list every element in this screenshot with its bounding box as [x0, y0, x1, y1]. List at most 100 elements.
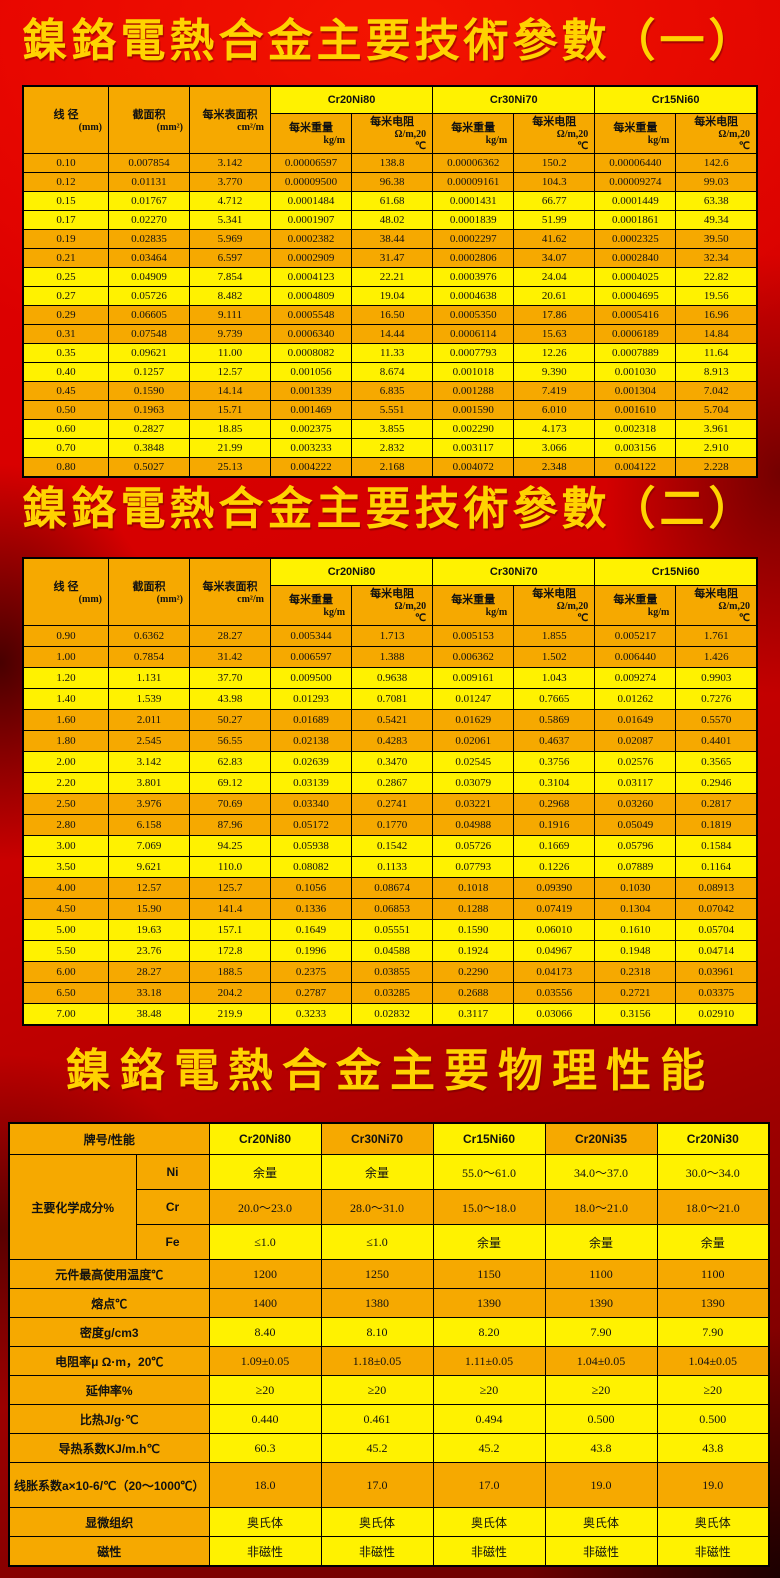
param-cell: 0.05172 — [269, 814, 353, 836]
phys-header-cr20ni30: Cr20Ni30 — [656, 1122, 770, 1155]
param-cell: 56.55 — [189, 730, 271, 752]
param-cell: 1.043 — [513, 667, 596, 689]
param-cell: 16.50 — [351, 305, 434, 325]
header-alloy-cr20ni80: Cr20Ni80 — [269, 85, 434, 114]
param-cell: 0.0002806 — [432, 248, 515, 268]
phys-value-cell: 8.40 — [208, 1317, 322, 1347]
param-row: 0.21 0.03464 6.597 0.0002909 31.47 0.0002806 3… — [22, 248, 758, 268]
param-cell: 0.0001431 — [432, 191, 515, 211]
param-cell: 16.96 — [675, 305, 758, 325]
param-cell: 0.009274 — [594, 667, 677, 689]
phys-value-cell: 奥氏体 — [544, 1507, 658, 1537]
physical-table-body: 主要化学成分% Ni 余量 余量 55.0～61.0 34.0～37.0 30.0～34.0… — [8, 1154, 770, 1567]
param-cell: 0.25 — [22, 267, 109, 287]
param-cell: 37.70 — [189, 667, 271, 689]
param-cell: 0.31 — [22, 324, 109, 344]
param-cell: 0.3756 — [513, 751, 596, 773]
phys-row: 电阻率μ Ω·m，20℃ 1.09±0.05 1.18±0.05 1.11±0.05 1… — [8, 1346, 770, 1376]
phys-value-cell: 1.18±0.05 — [320, 1346, 434, 1376]
resistance-label: 每米电阻 — [694, 116, 739, 128]
param-cell: 0.1018 — [432, 877, 515, 899]
param-cell: 0.04909 — [108, 267, 190, 287]
param-cell: 0.03079 — [432, 772, 515, 794]
param-cell: 0.1288 — [432, 898, 515, 920]
param-cell: 49.34 — [675, 210, 758, 230]
param-cell: 0.01293 — [269, 688, 353, 710]
param-cell: 0.2946 — [675, 772, 758, 794]
param-cell: 1.60 — [22, 709, 109, 731]
param-cell: 0.17 — [22, 210, 109, 230]
param-cell: 3.961 — [675, 419, 758, 439]
header-weight: 每米重量 kg/m — [432, 585, 515, 626]
param-cell: 0.2741 — [351, 793, 434, 815]
param-cell: 6.597 — [189, 248, 271, 268]
param-cell: 4.712 — [189, 191, 271, 211]
param-cell: 19.04 — [351, 286, 434, 306]
phys-value-cell: 1100 — [656, 1259, 770, 1289]
param-cell: 7.069 — [108, 835, 190, 857]
header-alloy-cr15ni60: Cr15Ni60 — [594, 85, 758, 114]
param-cell: 0.3470 — [351, 751, 434, 773]
param-cell: 0.0005350 — [432, 305, 515, 325]
param-cell: 0.5027 — [108, 457, 190, 478]
phys-value-cell: ≥20 — [208, 1375, 322, 1405]
param-cell: 0.0008082 — [269, 343, 353, 363]
param-cell: 0.15 — [22, 191, 109, 211]
param-cell: 48.02 — [351, 210, 434, 230]
param-cell: 87.96 — [189, 814, 271, 836]
param-cell: 0.04173 — [513, 961, 596, 983]
chem-element-label: Ni — [135, 1154, 210, 1190]
phys-value-cell: 1.04±0.05 — [544, 1346, 658, 1376]
param-cell: 8.913 — [675, 362, 758, 382]
param-cell: 70.69 — [189, 793, 271, 815]
param-cell: 38.44 — [351, 229, 434, 249]
param-cell: 12.57 — [189, 362, 271, 382]
weight-unit: kg/m — [323, 607, 346, 618]
phys-value-cell: ≥20 — [320, 1375, 434, 1405]
param-cell: 0.003156 — [594, 438, 677, 458]
param-cell: 0.1963 — [108, 400, 190, 420]
phys-row: 元件最高使用温度℃ 1200 1250 1150 1100 1100 — [8, 1259, 770, 1289]
param-cell: 0.07793 — [432, 856, 515, 878]
param-cell: 0.004122 — [594, 457, 677, 478]
param-cell: 172.8 — [189, 940, 271, 962]
header-diameter: 线 径 (mm) — [22, 85, 109, 154]
param-cell: 0.009500 — [269, 667, 353, 689]
param-cell: 0.03117 — [594, 772, 677, 794]
param-row: 0.45 0.1590 14.14 0.001339 6.835 0.001288 7.41… — [22, 381, 758, 401]
param-cell: 1.539 — [108, 688, 190, 710]
param-cell: 0.1649 — [269, 919, 353, 941]
param-cell: 0.1336 — [269, 898, 353, 920]
param-cell: 0.0004809 — [269, 286, 353, 306]
param-cell: 0.04967 — [513, 940, 596, 962]
param-cell: 150.2 — [513, 153, 596, 173]
phys-value-cell: 非磁性 — [432, 1536, 546, 1567]
param-cell: 0.005344 — [269, 625, 353, 647]
param-cell: 0.002375 — [269, 419, 353, 439]
param-cell: 0.3104 — [513, 772, 596, 794]
param-cell: 0.02061 — [432, 730, 515, 752]
param-cell: 0.03285 — [351, 982, 434, 1004]
param-cell: 0.5421 — [351, 709, 434, 731]
phys-value-cell: 43.8 — [544, 1433, 658, 1463]
weight-unit: kg/m — [647, 607, 670, 618]
phys-row: 主要化学成分% Ni 余量 余量 55.0～61.0 34.0～37.0 30.0～34.0 — [8, 1154, 770, 1260]
param-cell: 141.4 — [189, 898, 271, 920]
phys-value-cell: 1150 — [432, 1259, 546, 1289]
param-cell: 7.042 — [675, 381, 758, 401]
weight-unit: kg/m — [323, 135, 346, 146]
phys-value-cell: 15.0～18.0 — [432, 1189, 546, 1225]
param-cell: 43.98 — [189, 688, 271, 710]
param-cell: 34.07 — [513, 248, 596, 268]
param-cell: 0.2867 — [351, 772, 434, 794]
phys-header-cr30ni70: Cr30Ni70 — [320, 1122, 434, 1155]
phys-value-cell: 余量 — [320, 1154, 434, 1190]
param-cell: 0.06605 — [108, 305, 190, 325]
param-cell: 0.03066 — [513, 1003, 596, 1026]
param-cell: 0.02835 — [108, 229, 190, 249]
param-row: 2.00 3.142 62.83 0.02639 0.3470 0.02545 0.3756… — [22, 751, 758, 773]
param-cell: 15.71 — [189, 400, 271, 420]
param-cell: 6.158 — [108, 814, 190, 836]
param-cell: 0.2817 — [675, 793, 758, 815]
header-weight: 每米重量 kg/m — [594, 113, 677, 154]
